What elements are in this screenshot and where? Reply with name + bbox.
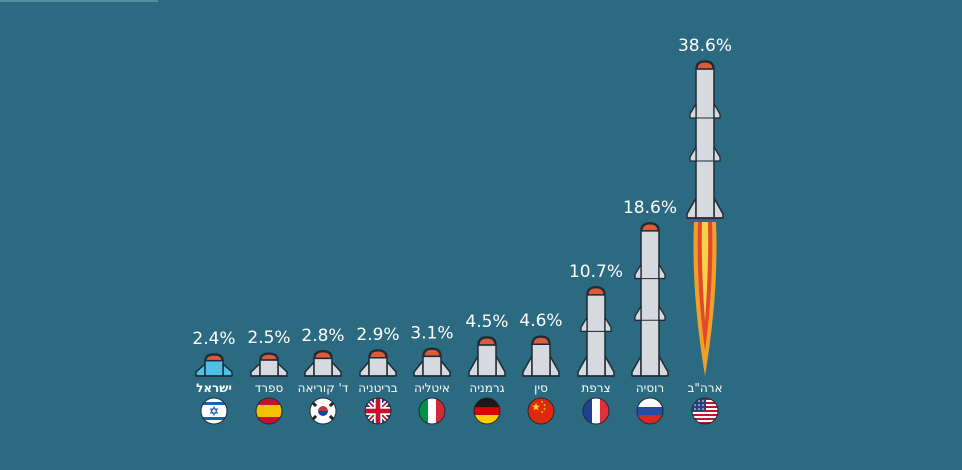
data-label-9: 38.6% — [678, 36, 732, 56]
south-korea-flag-icon — [309, 397, 337, 425]
bar-rocket-8 — [631, 222, 669, 377]
data-label-2: 2.8% — [301, 326, 344, 346]
tick-label-0: ישראל — [196, 381, 232, 395]
bar-rocket-4 — [413, 347, 451, 377]
data-label-7: 10.7% — [569, 262, 623, 282]
spain-flag-icon — [255, 397, 283, 425]
china-flag-icon — [527, 397, 555, 425]
italy-flag-icon — [418, 397, 446, 425]
data-label-4: 3.1% — [410, 323, 453, 343]
data-label-5: 4.5% — [465, 312, 508, 332]
france-flag-icon — [582, 397, 610, 425]
tick-label-8: רוסיה — [636, 381, 664, 395]
tick-label-1: ספרד — [255, 381, 284, 395]
tick-label-3: בריטניה — [358, 381, 398, 395]
usa-flag-icon — [691, 397, 719, 425]
bar-rocket-3 — [359, 349, 397, 377]
data-label-0: 2.4% — [192, 329, 235, 349]
germany-flag-icon — [473, 397, 501, 425]
tick-label-7: צרפת — [581, 381, 610, 395]
bar-rocket-5 — [468, 336, 506, 377]
data-label-3: 2.9% — [356, 325, 399, 345]
tick-label-9: ארה"ב — [687, 381, 722, 395]
tick-label-5: גרמניה — [469, 381, 504, 395]
israel-flag-icon — [200, 397, 228, 425]
data-label-1: 2.5% — [247, 328, 290, 348]
uk-flag-icon — [364, 397, 392, 425]
data-label-8: 18.6% — [623, 198, 677, 218]
bar-rocket-2 — [304, 350, 342, 377]
tick-label-4: איטליה — [414, 381, 450, 395]
top-accent-line — [0, 0, 158, 2]
russia-flag-icon — [636, 397, 664, 425]
data-label-6: 4.6% — [519, 311, 562, 331]
bar-rocket-9 — [686, 60, 724, 219]
tick-label-2: ד' קוריאה — [298, 381, 349, 395]
bar-rocket-7 — [577, 286, 615, 377]
bar-rocket-0 — [195, 353, 233, 377]
bar-rocket-1 — [250, 352, 288, 377]
tick-label-6: סין — [534, 381, 548, 395]
bar-rocket-6 — [522, 335, 560, 377]
rocket-flame — [693, 222, 717, 376]
